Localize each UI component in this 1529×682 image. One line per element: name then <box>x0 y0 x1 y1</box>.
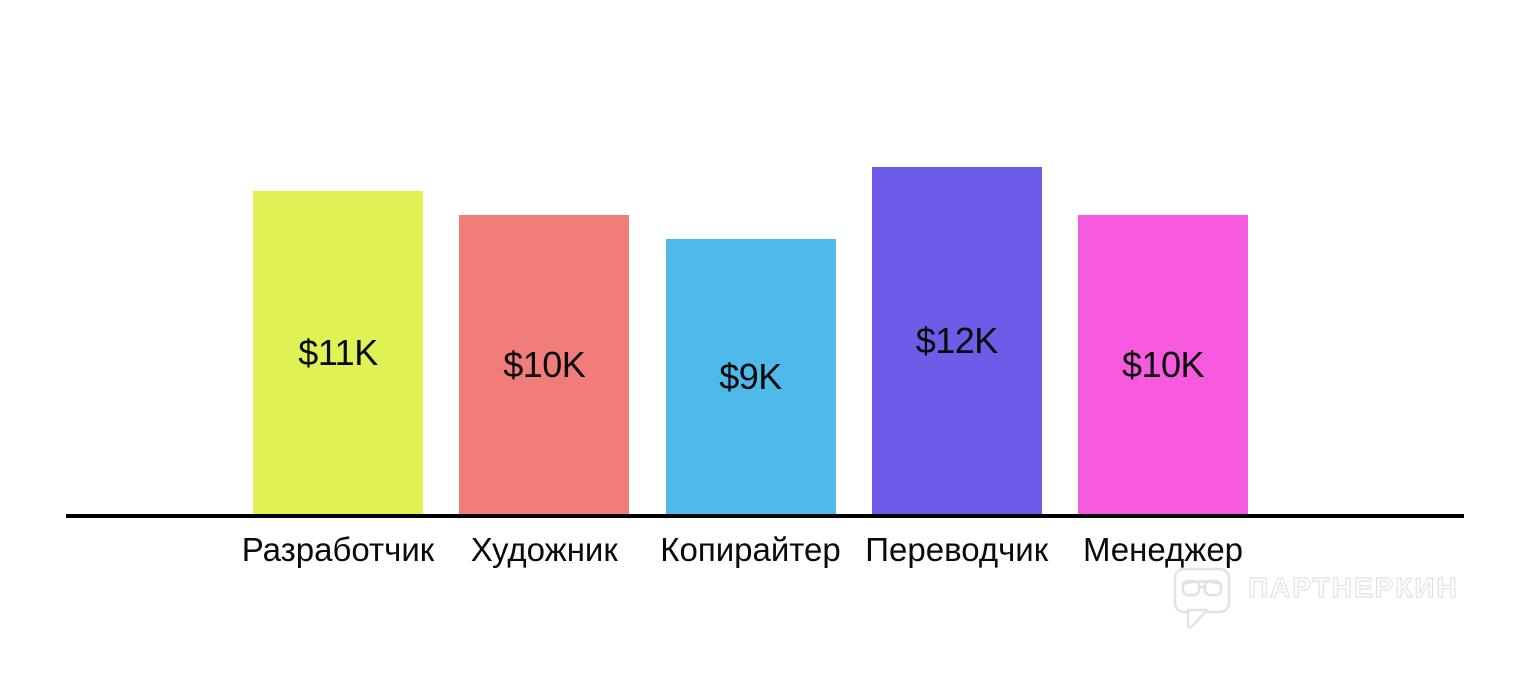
watermark: ПАРТНЕРКИН <box>1172 566 1459 632</box>
bar-5: $10K <box>1078 215 1248 514</box>
category-label: Копирайтер <box>660 531 841 568</box>
bar-value-label: $12K <box>915 319 999 361</box>
bar-value-label: $9K <box>719 355 782 397</box>
bar-3: $9K <box>665 239 836 514</box>
bar-value-label: $10K <box>1121 343 1205 385</box>
category-label: Менеджер <box>1082 531 1244 568</box>
speech-bubble-glasses-icon <box>1173 567 1231 629</box>
category-label: Художник <box>470 531 618 568</box>
bar-4: $12K <box>871 167 1042 514</box>
x-axis-line <box>66 514 1464 518</box>
watermark-text: ПАРТНЕРКИН <box>1247 571 1459 603</box>
bar-2: $10K <box>459 215 630 514</box>
bar-value-label: $11K <box>298 331 378 373</box>
category-label: Переводчик <box>865 531 1049 568</box>
bar-1: $11K <box>253 191 423 514</box>
category-label: Разработчик <box>241 531 435 568</box>
bar-value-label: $10K <box>503 343 586 385</box>
